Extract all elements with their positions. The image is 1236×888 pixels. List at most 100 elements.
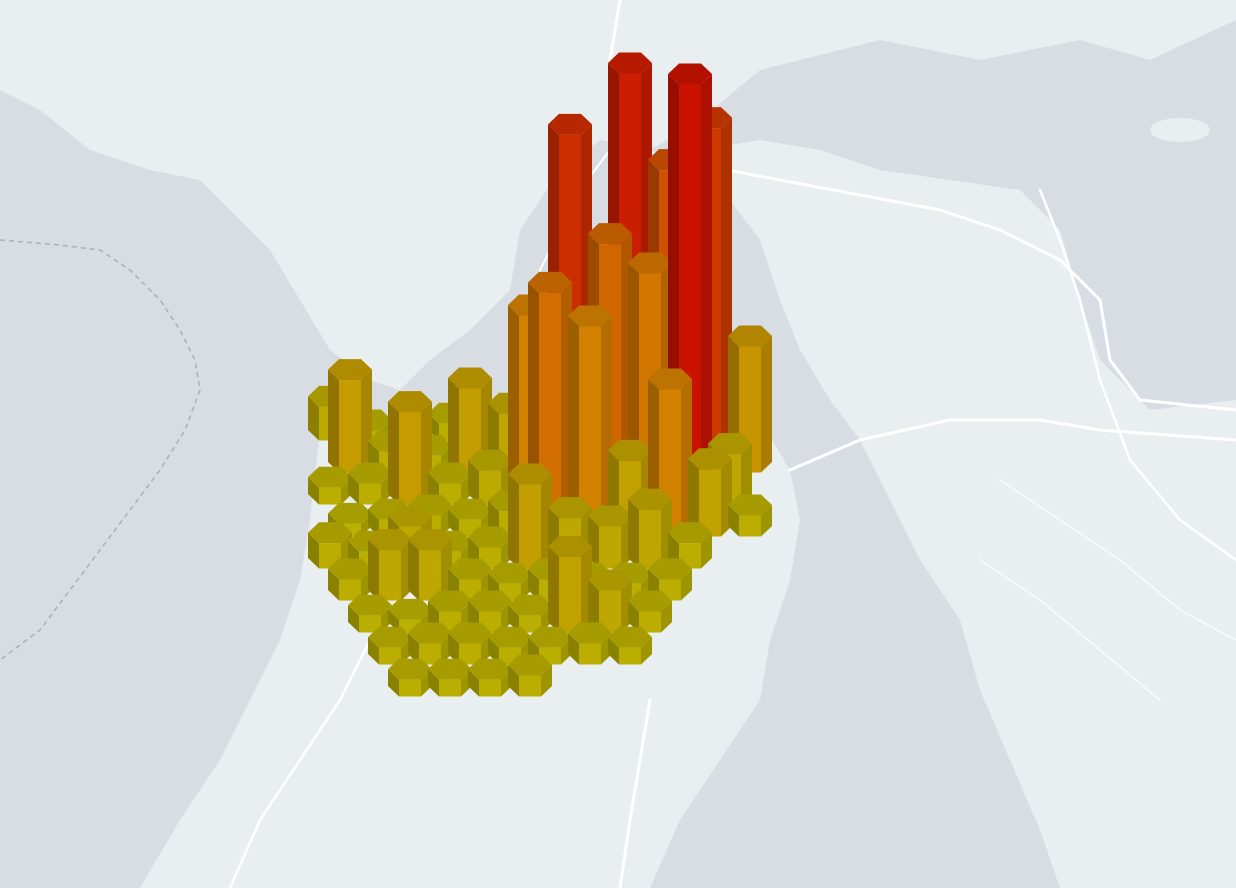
hex-column-side <box>761 336 772 473</box>
hex-column-top <box>308 466 352 488</box>
hex-column-top <box>528 626 572 648</box>
hex-column[interactable] <box>568 622 612 665</box>
hex-column-top <box>468 526 512 548</box>
highway-east <box>1038 188 1236 562</box>
hex-column-top <box>608 439 652 461</box>
hex-column-top <box>548 113 592 135</box>
hex-column-top <box>568 305 612 327</box>
hex-column-side <box>308 477 319 505</box>
hex-column-top <box>328 558 372 580</box>
hex-column-top <box>608 626 652 648</box>
hex-column-side <box>519 615 541 633</box>
hex-column-top <box>348 594 392 616</box>
hex-column-top <box>408 529 452 551</box>
hex-column-top <box>428 462 472 484</box>
hex-column[interactable] <box>548 535 592 633</box>
hex-column[interactable] <box>448 498 492 537</box>
hex-column-side <box>448 509 459 537</box>
hex-column-side <box>599 590 621 633</box>
hex-column-top <box>448 558 492 580</box>
road-east-grid <box>979 479 1236 701</box>
hex-column[interactable] <box>448 622 492 665</box>
island-small <box>838 384 882 416</box>
hex-column-top <box>468 449 512 471</box>
hex-column-side <box>368 637 379 665</box>
hex-column[interactable] <box>508 594 552 633</box>
hex-column-side <box>459 643 481 665</box>
hex-column-side <box>428 669 439 697</box>
hex-column-top <box>448 498 492 520</box>
hex-column-side <box>479 679 501 697</box>
hex-column[interactable] <box>728 494 772 537</box>
hex-column[interactable] <box>328 558 372 601</box>
hexbin-layer[interactable] <box>308 52 772 697</box>
hex-column-top <box>328 502 372 524</box>
land-north <box>0 0 1236 390</box>
hex-column[interactable] <box>408 529 452 601</box>
hex-column-top <box>388 598 432 620</box>
hex-column[interactable] <box>308 522 352 569</box>
hex-column-side <box>641 637 652 665</box>
hex-column[interactable] <box>608 626 652 665</box>
hex-column-top <box>568 622 612 644</box>
hex-column-top <box>728 494 772 516</box>
hex-column-side <box>419 643 441 665</box>
hex-column[interactable] <box>348 594 392 633</box>
hex-column-top <box>408 622 452 644</box>
hex-column-top <box>528 271 572 293</box>
hex-column[interactable] <box>388 391 432 505</box>
hex-column-side <box>368 509 379 537</box>
hex-column[interactable] <box>468 658 512 697</box>
hex-column[interactable] <box>368 529 412 601</box>
hex-column-side <box>588 580 599 633</box>
hex-column-side <box>399 412 421 505</box>
hex-column[interactable] <box>428 658 472 697</box>
hex-column-side <box>388 401 399 505</box>
hex-column[interactable] <box>588 505 632 569</box>
hex-column-top <box>328 359 372 381</box>
hex-column-side <box>339 579 361 601</box>
hex-column-top <box>428 658 472 680</box>
hex-column[interactable] <box>628 590 672 633</box>
hex-column-side <box>359 483 381 505</box>
hex-column-side <box>488 637 499 665</box>
hex-column-top <box>588 505 632 527</box>
hex-column-side <box>628 499 639 569</box>
hex-column[interactable] <box>408 622 452 665</box>
hex-column-side <box>339 380 361 473</box>
hex-column[interactable] <box>508 463 552 569</box>
hex-column-side <box>439 679 461 697</box>
hex-column-side <box>328 369 339 473</box>
hex-column-side <box>608 637 619 665</box>
boundary-line <box>0 239 201 661</box>
hex-column-side <box>448 378 459 473</box>
hex-column-top <box>628 252 672 274</box>
hex-column-side <box>639 611 661 633</box>
hex-column[interactable] <box>348 462 392 505</box>
hex-column-side <box>568 316 579 537</box>
highway-coast <box>228 638 372 888</box>
hex-column-top <box>388 658 432 680</box>
hex-column-top <box>448 367 492 389</box>
hex-column-top <box>588 223 632 245</box>
hex-column-side <box>459 388 481 473</box>
hex-column-top <box>468 658 512 680</box>
hex-column-side <box>508 474 519 569</box>
hex-column-top <box>668 522 712 544</box>
hex-column-side <box>688 458 699 537</box>
hex-column-side <box>508 305 519 505</box>
hex-column-top <box>688 448 732 470</box>
hex-column[interactable] <box>328 359 372 473</box>
hex-column[interactable] <box>388 658 432 697</box>
hex-column-top <box>648 558 692 580</box>
hex-column-side <box>701 532 712 569</box>
hex-column-top <box>488 626 532 648</box>
hex-column[interactable] <box>628 488 672 569</box>
hex-column[interactable] <box>308 466 352 505</box>
hex-column-side <box>548 546 559 633</box>
hex-column-top <box>648 368 692 390</box>
hex-column[interactable] <box>508 654 552 697</box>
hex-column-top <box>428 590 472 612</box>
